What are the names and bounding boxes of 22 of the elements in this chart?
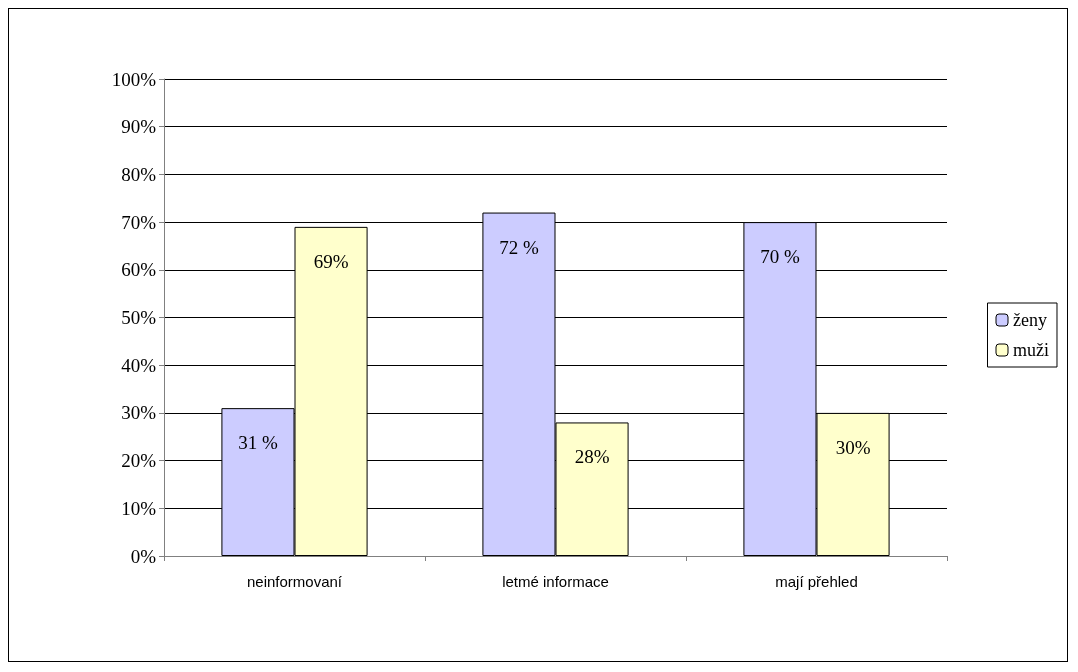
y-tick-label: 80% xyxy=(121,163,157,185)
y-tick-label: 10% xyxy=(121,497,157,519)
y-tick-label: 70% xyxy=(121,211,157,233)
y-tick-label: 20% xyxy=(121,450,157,472)
legend-label: muži xyxy=(1013,340,1050,360)
y-tick-label: 100% xyxy=(111,68,157,90)
y-tick-label: 30% xyxy=(121,402,157,424)
data-label: 30% xyxy=(835,436,871,458)
data-label: 70 % xyxy=(760,246,800,268)
y-tick-label: 90% xyxy=(121,116,157,138)
data-label: 69% xyxy=(313,250,349,272)
y-tick-label: 60% xyxy=(121,259,157,281)
y-tick-label: 50% xyxy=(121,307,157,328)
x-tick-label: mají přehled xyxy=(775,573,858,590)
x-tick-label: letmé informace xyxy=(502,573,609,590)
legend-label: ženy xyxy=(1013,310,1047,330)
data-label: 72 % xyxy=(499,236,539,258)
data-label: 31 % xyxy=(238,432,278,454)
x-tick-label: neinformovaní xyxy=(246,573,343,590)
y-tick-label: 40% xyxy=(121,354,157,376)
y-tick-label: 0% xyxy=(130,545,157,567)
data-label: 28% xyxy=(574,446,610,468)
